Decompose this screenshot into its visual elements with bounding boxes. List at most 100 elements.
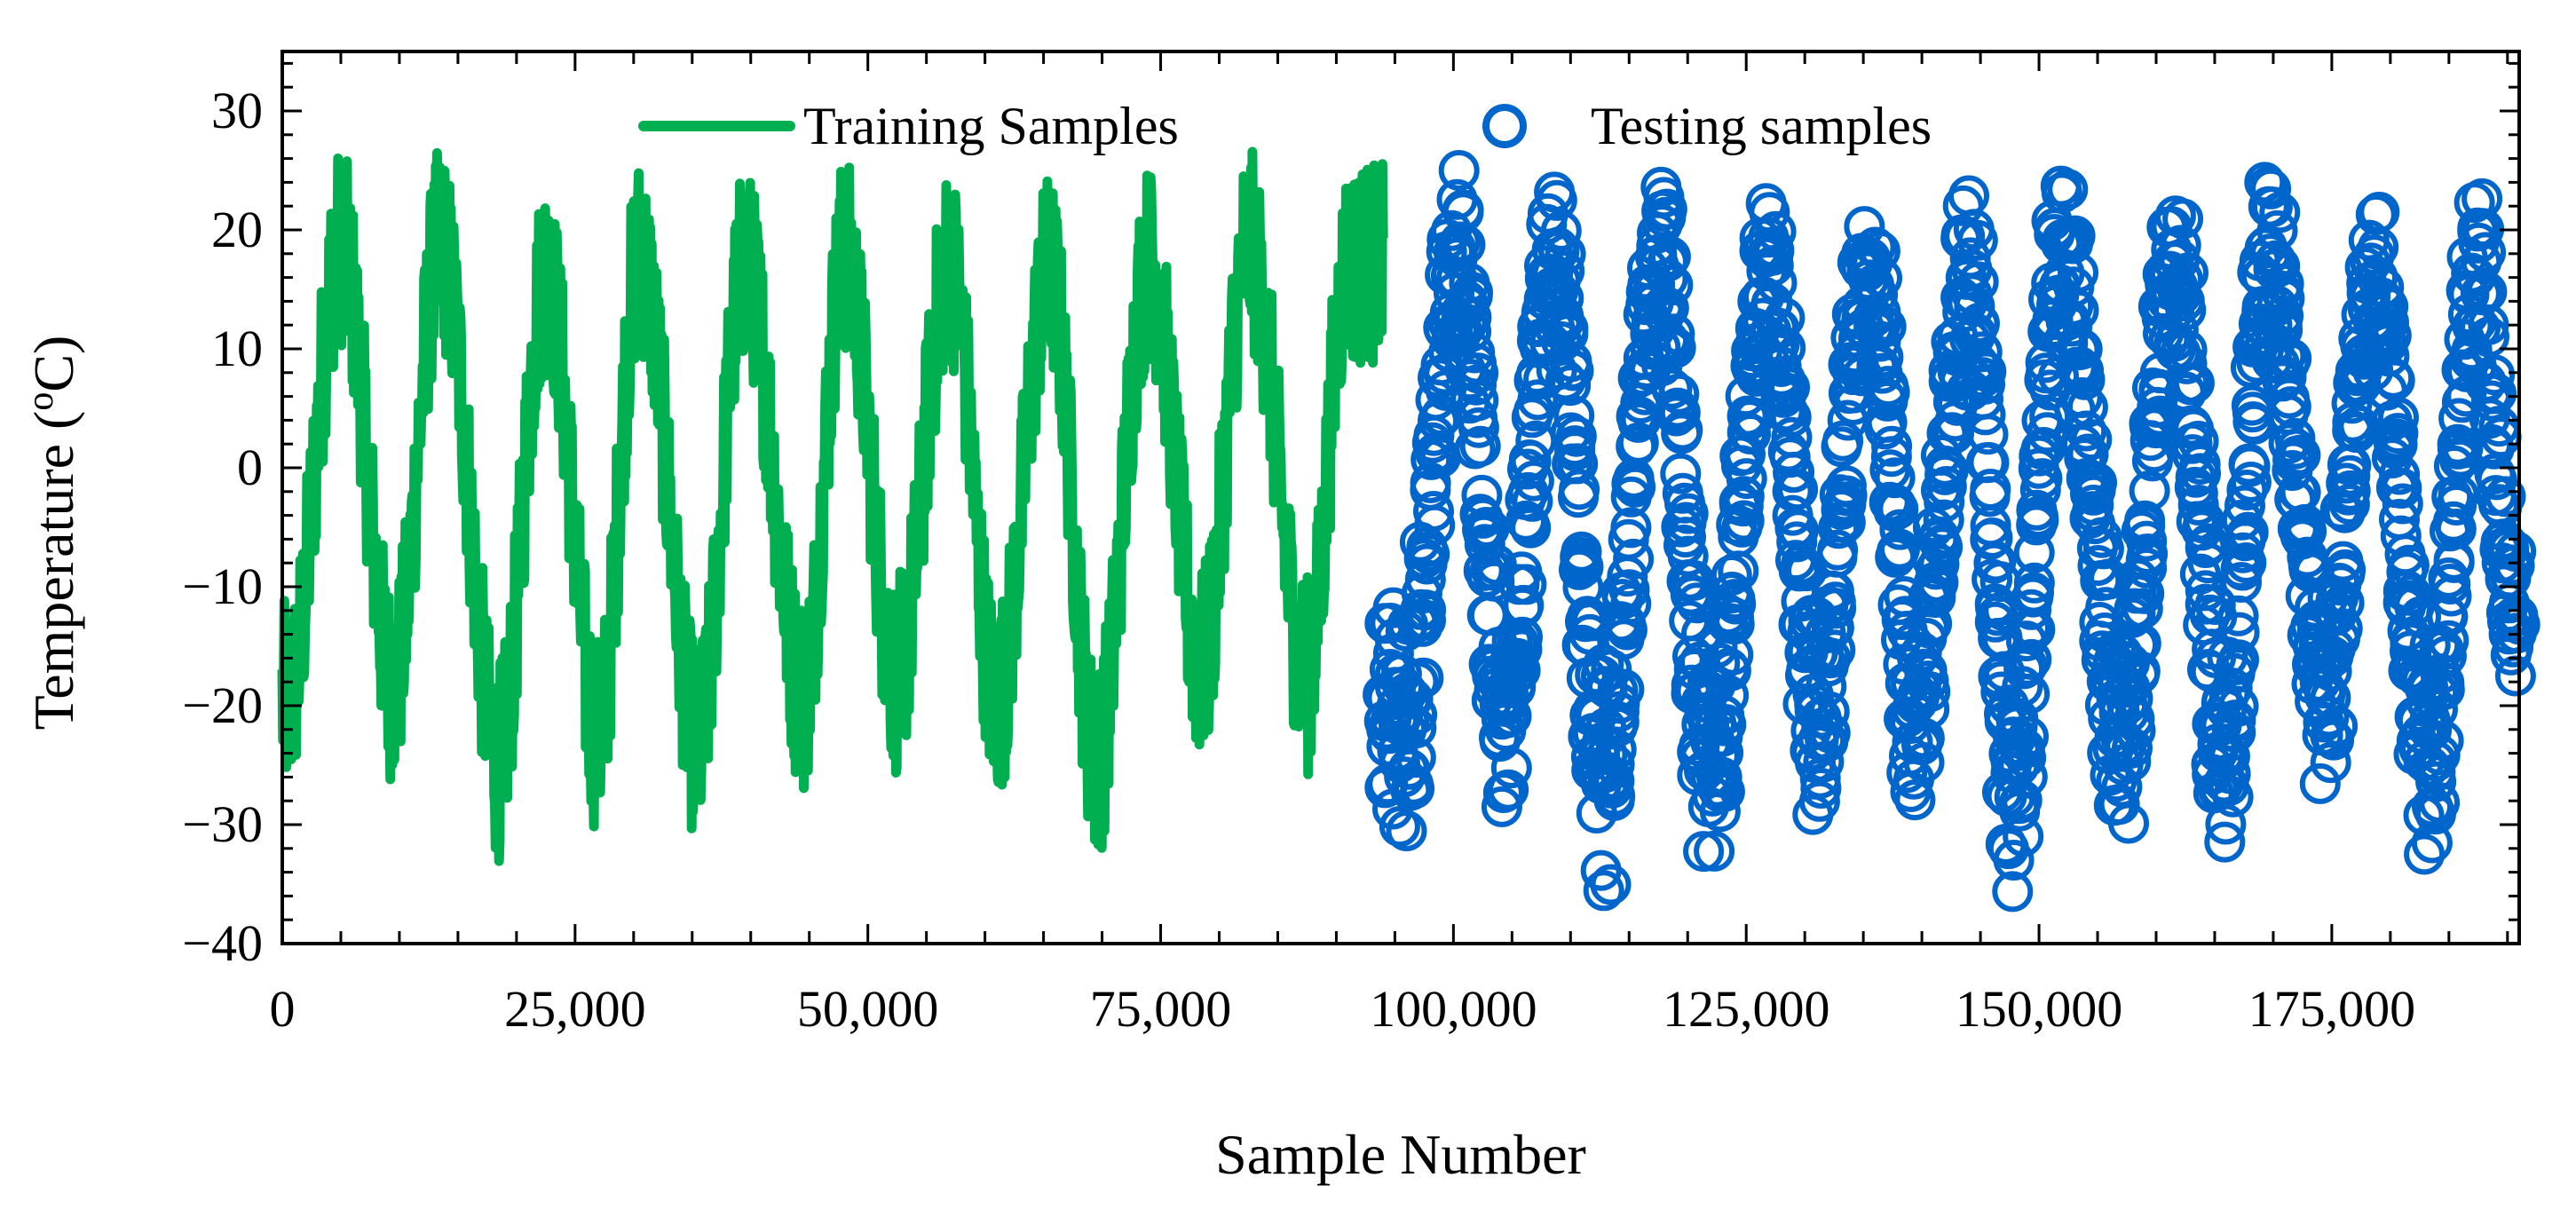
testing-point xyxy=(2180,453,2221,494)
x-axis-title: Sample Number xyxy=(1215,1123,1586,1186)
testing-point xyxy=(1488,769,1529,810)
testing-point xyxy=(2411,709,2453,751)
testing-point xyxy=(2061,328,2103,370)
testing-point xyxy=(1652,265,1694,306)
y-tick-label: −20 xyxy=(182,676,263,734)
testing-point xyxy=(1615,466,1656,508)
testing-point xyxy=(1452,272,1493,313)
testing-point xyxy=(2251,186,2293,228)
testing-point xyxy=(1562,546,1604,588)
testing-point xyxy=(1545,233,1586,275)
testing-point xyxy=(2230,462,2272,502)
testing-point xyxy=(1925,466,1967,507)
testing-point xyxy=(2271,337,2312,379)
testing-point xyxy=(1809,712,1851,754)
testing-point xyxy=(2122,588,2163,629)
testing-point xyxy=(1409,533,1450,575)
testing-point xyxy=(2264,278,2305,320)
testing-point xyxy=(2008,715,2049,757)
testing-point xyxy=(2066,410,2107,452)
testing-point xyxy=(2162,198,2204,240)
testing-point xyxy=(1894,779,1936,821)
testing-point xyxy=(1590,864,1632,905)
testing-point xyxy=(2112,727,2153,769)
testing-point xyxy=(2442,427,2484,469)
testing-point xyxy=(1774,451,1815,493)
testing-point xyxy=(2259,192,2301,233)
testing-point xyxy=(1903,717,1945,759)
testing-point xyxy=(1909,671,1951,713)
testing-point xyxy=(2212,776,2254,818)
testing-point xyxy=(2422,720,2464,762)
testing-point xyxy=(2005,737,2047,778)
testing-point xyxy=(2127,533,2169,574)
testing-point xyxy=(1694,830,1735,872)
testing-point xyxy=(1606,609,1648,651)
testing-point xyxy=(2368,336,2410,377)
testing-point xyxy=(1404,558,1446,600)
testing-point xyxy=(2470,380,2512,422)
testing-point xyxy=(1649,236,1691,278)
testing-point xyxy=(2430,564,2471,604)
testing-point xyxy=(1394,768,1435,810)
testing-point xyxy=(2114,710,2156,751)
testing-point xyxy=(1610,583,1652,625)
testing-point xyxy=(2218,612,2260,653)
testing-point xyxy=(1799,757,1841,799)
testing-point xyxy=(1954,286,1995,327)
testing-point xyxy=(1965,351,2007,392)
testing-point xyxy=(1869,371,1910,413)
testing-point xyxy=(2310,715,2351,756)
y-axis-title-tail: C) xyxy=(22,336,85,392)
testing-point xyxy=(2465,232,2507,273)
testing-point xyxy=(2382,483,2423,525)
testing-point xyxy=(1613,538,1655,580)
testing-point xyxy=(1617,422,1659,463)
testing-point xyxy=(2415,761,2457,802)
testing-point xyxy=(2204,821,2246,863)
testing-point xyxy=(1550,365,1592,407)
testing-point xyxy=(1656,388,1698,430)
testing-point xyxy=(2474,354,2516,396)
testing-point xyxy=(2014,609,2056,651)
testing-point xyxy=(2112,678,2153,719)
testing-point xyxy=(2119,651,2161,692)
testing-point xyxy=(2263,263,2304,304)
testing-point xyxy=(1555,415,1597,457)
testing-point xyxy=(1517,379,1559,421)
testing-point xyxy=(1576,695,1617,737)
testing-point xyxy=(1490,695,1532,737)
testing-point xyxy=(2427,596,2469,637)
testing-point xyxy=(2469,316,2509,358)
testing-point xyxy=(1764,297,1806,339)
testing-point xyxy=(2013,562,2055,604)
testing-point xyxy=(1583,870,1624,912)
testing-point xyxy=(2082,528,2124,570)
testing-point xyxy=(1705,704,1747,746)
testing-point xyxy=(1540,210,1582,251)
testing-point xyxy=(2168,252,2209,294)
y-tick-label: 10 xyxy=(211,320,263,377)
testing-point xyxy=(1718,550,1759,592)
y-axis-title-sup: o xyxy=(20,392,61,411)
testing-point xyxy=(2329,470,2371,511)
testing-point xyxy=(1651,367,1693,409)
testing-point xyxy=(2225,542,2267,583)
testing-point xyxy=(1603,668,1645,710)
testing-point xyxy=(1798,780,1840,822)
testing-point xyxy=(2029,396,2071,438)
testing-point xyxy=(2250,168,2292,209)
testing-point xyxy=(2308,696,2350,738)
legend-testing-label: Testing samples xyxy=(1591,97,1932,155)
testing-point xyxy=(1395,707,1437,749)
testing-point xyxy=(1660,453,1702,494)
testing-point xyxy=(1859,230,1900,272)
testing-point xyxy=(2325,549,2367,590)
x-tick-label: 0 xyxy=(270,980,296,1038)
x-tick-label: 150,000 xyxy=(1956,980,2123,1038)
testing-point xyxy=(2317,705,2359,747)
testing-point xyxy=(1536,179,1577,221)
testing-point xyxy=(1593,760,1635,802)
testing-point xyxy=(1865,306,1907,347)
testing-point xyxy=(1503,584,1545,626)
